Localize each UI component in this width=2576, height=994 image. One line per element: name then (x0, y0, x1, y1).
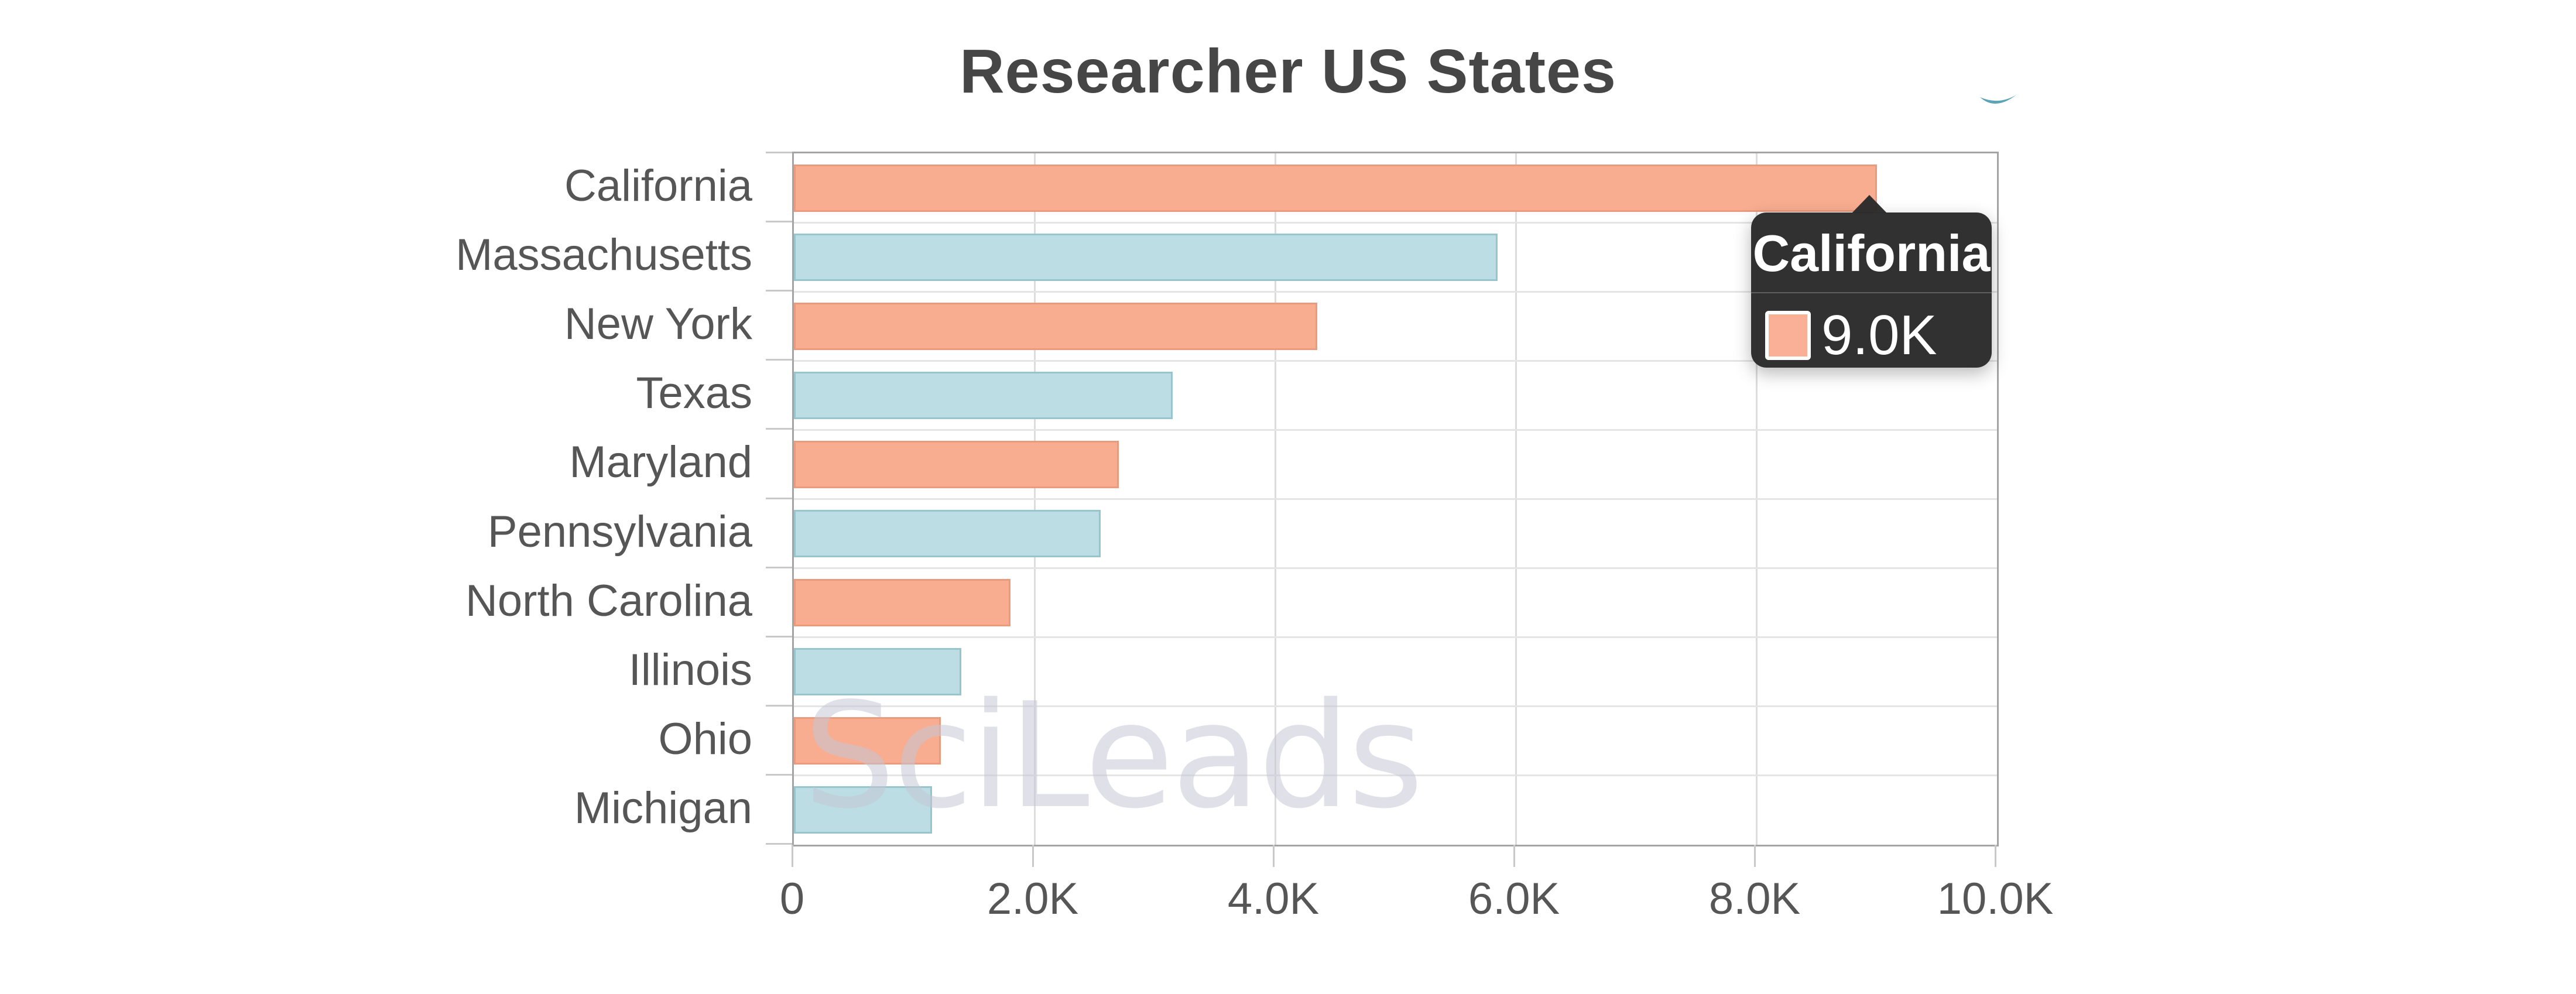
bar-michigan[interactable] (794, 786, 933, 834)
bar-california[interactable] (794, 164, 1877, 212)
y-axis-label-maryland: Maryland (569, 437, 752, 488)
x-axis-tick (1272, 845, 1275, 867)
y-axis-tick (766, 428, 792, 430)
chart-title: Researcher US States (960, 37, 1616, 106)
y-axis-tick (766, 221, 792, 223)
row-separator (794, 359, 1997, 362)
y-axis-label-illinois: Illinois (628, 645, 752, 695)
tooltip-title: California (1752, 224, 1991, 282)
y-axis-tick (766, 290, 792, 292)
y-axis-label-pennsylvania: Pennsylvania (487, 506, 752, 557)
tooltip-value: 9.0K (1821, 304, 1937, 366)
bar-massachusetts[interactable] (794, 233, 1498, 281)
y-axis-tick (766, 773, 792, 776)
row-separator (794, 221, 1997, 224)
y-axis-tick (766, 704, 792, 707)
row-separator (794, 429, 1997, 431)
row-separator (794, 774, 1997, 777)
x-axis-tick (1753, 845, 1756, 867)
x-axis-tick (1513, 845, 1515, 867)
bar-north-carolina[interactable] (794, 579, 1010, 627)
row-separator (794, 290, 1997, 293)
bar-new-york[interactable] (794, 302, 1317, 350)
row-separator (794, 567, 1997, 570)
tooltip-divider (1751, 292, 1992, 293)
x-axis-label-2.0K: 2.0K (986, 874, 1079, 924)
tooltip-value-row: 9.0K (1751, 306, 1992, 365)
y-axis-label-michigan: Michigan (574, 783, 752, 833)
row-separator (794, 636, 1997, 639)
y-axis-label-texas: Texas (636, 368, 752, 419)
row-separator (794, 705, 1997, 708)
y-axis-label-new-york: New York (564, 299, 752, 349)
y-axis-label-massachusetts: Massachusetts (455, 230, 752, 280)
bar-texas[interactable] (794, 371, 1173, 419)
x-axis-tick (1994, 845, 1996, 867)
tooltip: California 9.0K (1751, 195, 1992, 368)
y-axis-tick (766, 359, 792, 361)
y-axis-tick (766, 635, 792, 637)
cursor-swoosh-icon (1980, 95, 2016, 104)
bar-ohio[interactable] (794, 717, 941, 765)
y-axis-tick (766, 152, 792, 153)
y-axis-label-california: California (564, 161, 752, 211)
bar-pennsylvania[interactable] (794, 510, 1101, 558)
x-axis-label-6.0K: 6.0K (1468, 874, 1560, 924)
y-axis-label-north-carolina: North Carolina (465, 575, 752, 626)
x-axis-label-10.0K: 10.0K (1937, 874, 2054, 924)
y-axis-label-ohio: Ohio (658, 714, 752, 764)
bar-illinois[interactable] (794, 648, 961, 696)
tooltip-arrow-icon (1852, 195, 1887, 213)
x-axis-tick (791, 845, 793, 867)
y-axis-tick (766, 843, 792, 845)
x-axis-label-4.0K: 4.0K (1227, 874, 1320, 924)
x-axis-label-0: 0 (779, 874, 805, 924)
x-axis-label-8.0K: 8.0K (1708, 874, 1801, 924)
bar-maryland[interactable] (794, 440, 1119, 488)
tooltip-series-swatch (1765, 311, 1811, 360)
y-axis-tick (766, 497, 792, 499)
y-axis-tick (766, 566, 792, 568)
row-separator (794, 498, 1997, 500)
x-axis-tick (1032, 845, 1034, 867)
